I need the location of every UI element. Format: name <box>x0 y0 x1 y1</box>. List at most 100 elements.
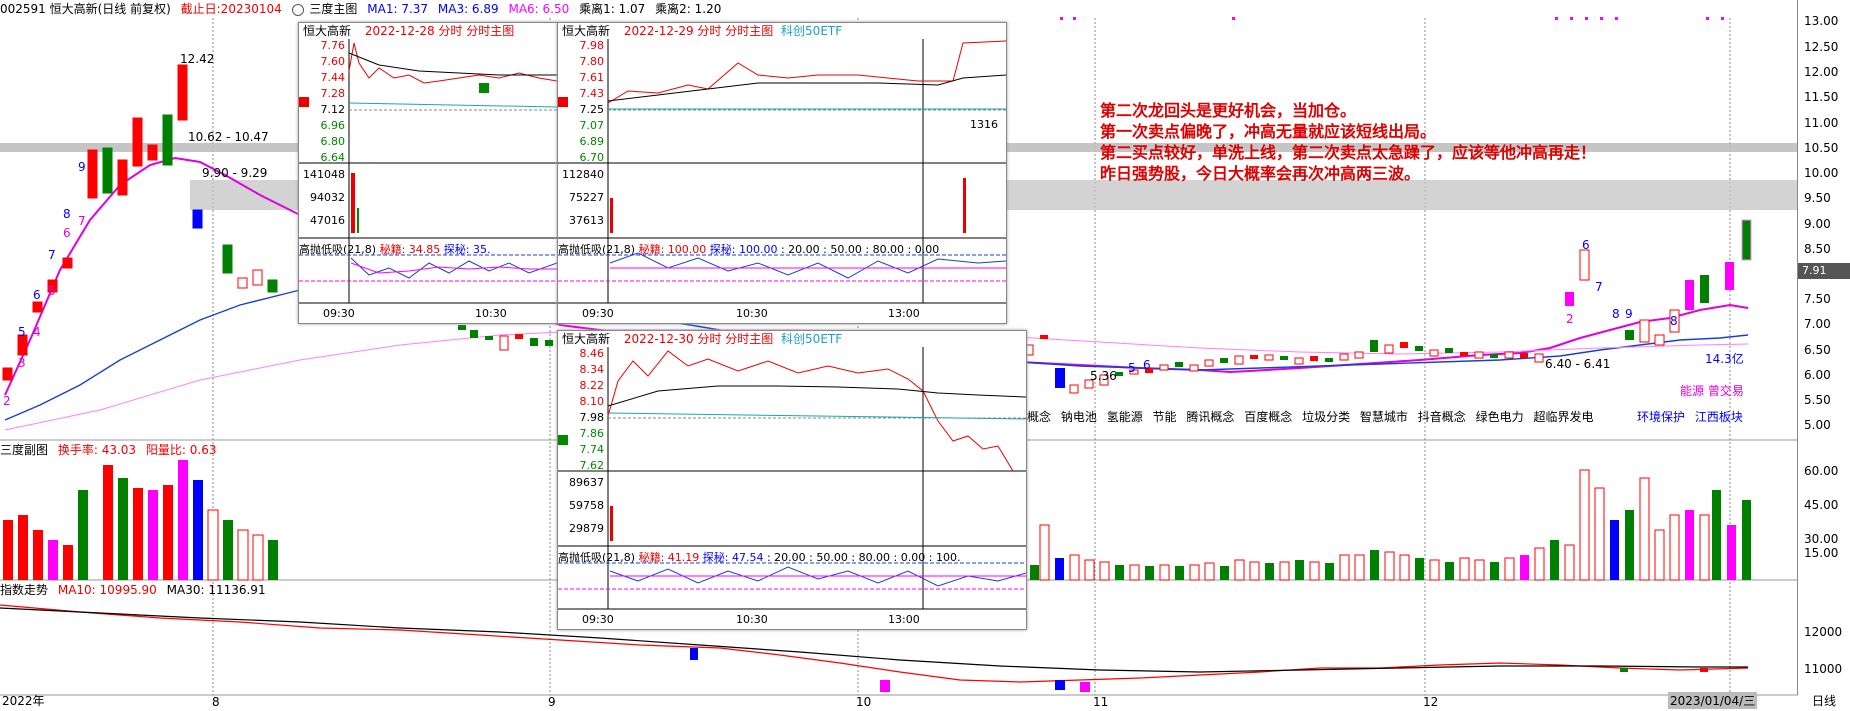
sub-panel-header: 三度副图 换手率: 43.03 阳量比: 0.63 <box>0 441 222 459</box>
indicator-name: 高抛低吸(21,8) <box>299 243 377 256</box>
popup-price: 7.07 <box>579 119 605 132</box>
concept-tag[interactable]: 节能 <box>1152 410 1177 424</box>
wave-num: 7 <box>1595 280 1603 294</box>
price-tick: 9.00 <box>1804 217 1831 231</box>
x-current-date[interactable]: 2023/01/04/三 <box>1668 692 1758 709</box>
wave-num: 9 <box>1625 307 1633 321</box>
indicator-gear-icon[interactable] <box>291 3 304 16</box>
wave-num: 7 <box>48 248 56 262</box>
popup-time: 09:30 <box>323 307 355 320</box>
popup-volume: 59758 <box>569 499 604 512</box>
price-tick: 10.00 <box>1804 166 1839 180</box>
popup-price: 7.74 <box>579 443 605 456</box>
index-panel-title[interactable]: 指数走势 <box>0 583 49 597</box>
popup-title: 恒大高新 2022-12-30 分时 分时主图 科创50ETF <box>558 331 842 347</box>
popup-time: 13:00 <box>888 613 920 626</box>
low-price-label: 5.36 <box>1090 369 1117 383</box>
sub-tick: 15.00 <box>1804 546 1839 560</box>
wave-num: 8 <box>63 207 71 221</box>
range1-label: 10.62 - 10.47 <box>188 130 269 144</box>
popup-price: 7.76 <box>320 39 346 52</box>
popup-price: 8.22 <box>579 379 605 392</box>
turnover-value: 换手率: 43.03 <box>57 443 137 457</box>
indicator-v1: 秘籍: 41.19 <box>638 551 700 564</box>
index-tick: 12000 <box>1804 625 1843 639</box>
price-tick: 8.50 <box>1804 242 1831 256</box>
intraday-popup-1228[interactable]: 恒大高新 2022-12-28 分时 分时主图 7.76 7.60 7.44 7… <box>298 22 558 324</box>
indicator-name[interactable]: 三度主图 <box>309 2 358 16</box>
main-header: 002591 恒大高新(日线 前复权) 截止日:20230104 三度主图 MA… <box>0 0 727 18</box>
annotation-line: 第二次龙回头是更好机会，当加仓。 <box>1100 101 1357 120</box>
popup-volume: 29879 <box>569 522 604 535</box>
concept-tag[interactable]: 绿色电力 <box>1475 410 1524 424</box>
indicator-v1: 秘籍: 34.85 <box>379 243 441 256</box>
concept-tag[interactable]: 超临界发电 <box>1533 410 1594 424</box>
indicator-rest: : 20.00 : 50.00 : 80.00 : 0.00 <box>780 243 940 256</box>
intraday-popup-1229[interactable]: 恒大高新 2022-12-29 分时 分时主图 科创50ETF 7.98 7.8… <box>557 22 1007 324</box>
popup-price: 6.80 <box>320 135 346 148</box>
index-panel-axis: 12000 11000 <box>1797 580 1850 695</box>
sub-tick: 60.00 <box>1804 464 1839 478</box>
price-tick: 5.00 <box>1804 418 1831 432</box>
concept-tag[interactable]: 钠电池 <box>1060 410 1097 424</box>
popup-volume: 37613 <box>569 214 604 227</box>
concept-tag[interactable]: 腾讯概念 <box>1186 410 1235 424</box>
popup-time: 10:30 <box>475 307 507 320</box>
index-ma10: MA10: 10995.90 <box>57 583 157 597</box>
popup-date: 2022-12-30 分时 分时主图 <box>623 332 774 346</box>
yy-ratio-value: 阳量比: 0.63 <box>145 443 217 457</box>
intraday-popup-1230[interactable]: 恒大高新 2022-12-30 分时 分时主图 科创50ETF 8.46 8.3… <box>557 330 1027 630</box>
wave-num: 6 <box>1143 358 1151 372</box>
price-tick: 7.00 <box>1804 317 1831 331</box>
indicator-v2: 探秘: 47.54 <box>702 551 764 564</box>
concept-tag[interactable]: 江西板块 <box>1694 410 1743 424</box>
concept-tag[interactable]: 抖音概念 <box>1417 410 1466 424</box>
indicator-v2: 探秘: 100.00 <box>709 243 778 256</box>
ratio1-value: 乘离1: 1.07 <box>579 2 646 16</box>
ma1-value: MA1: 7.37 <box>367 2 429 16</box>
popup-price: 7.25 <box>579 103 605 116</box>
popup-price: 8.10 <box>579 395 605 408</box>
range2-label: 9.90 - 9.29 <box>202 166 268 180</box>
sub-tick: 30.00 <box>1804 532 1839 546</box>
x-label: 12 <box>1423 695 1439 709</box>
wave-num: 5 <box>48 284 56 298</box>
wave-num: 7 <box>78 214 86 228</box>
popup-price: 7.12 <box>320 103 346 116</box>
price-tick: 11.50 <box>1804 90 1839 104</box>
indicator-name: 高抛低吸(21,8) <box>558 243 636 256</box>
popup-price: 6.64 <box>320 151 346 164</box>
popup-price: 7.98 <box>579 411 605 424</box>
concept-tag[interactable]: 垃圾分类 <box>1302 410 1351 424</box>
popup-time: 13:00 <box>888 307 920 320</box>
sub-panel-title[interactable]: 三度副图 <box>0 443 49 457</box>
annotation-line: 第一次卖点偏晚了，冲高无量就应该短线出局。 <box>1100 122 1437 141</box>
concept-tag[interactable]: 百度概念 <box>1244 410 1293 424</box>
popup-chart <box>558 347 1026 610</box>
wave-num: 2 <box>1566 312 1574 326</box>
wave-num: 6 <box>33 288 41 302</box>
popup-time: 10:30 <box>736 307 768 320</box>
amount-label: 14.3亿 <box>1705 352 1744 366</box>
concept-tag[interactable]: 智慧城市 <box>1359 410 1408 424</box>
high-price-label: 12.42 <box>180 52 215 66</box>
popup-price: 7.62 <box>579 459 605 472</box>
popup-volume: 94032 <box>310 191 345 204</box>
price-tick: 10.50 <box>1804 141 1839 155</box>
popup-indicator: 高抛低吸(21,8) 秘籍: 34.85 探秘: 35. <box>299 241 490 257</box>
price-axis: 13.00 12.50 12.00 11.50 11.00 10.50 10.0… <box>1797 0 1850 440</box>
price-tick: 6.50 <box>1804 343 1831 357</box>
x-label: 8 <box>212 695 220 709</box>
popup-price: 8.46 <box>579 347 605 360</box>
price-tick: 9.50 <box>1804 191 1831 205</box>
concept-tag[interactable]: 环境保护 <box>1637 410 1686 424</box>
index-panel-header: 指数走势 MA10: 10995.90 MA30: 11136.91 <box>0 581 272 599</box>
popup-etf: 科创50ETF <box>781 24 843 38</box>
concept-tag[interactable]: 氢能源 <box>1106 410 1143 424</box>
wave-num: 8 <box>1612 307 1620 321</box>
popup-price: 7.61 <box>579 71 605 84</box>
range3-label: 6.40 - 6.41 <box>1545 357 1611 371</box>
index-ma30: MA30: 11136.91 <box>166 583 266 597</box>
x-period[interactable]: 日线 <box>1812 694 1837 708</box>
stock-code-name[interactable]: 002591 恒大高新(日线 前复权) <box>0 2 171 16</box>
